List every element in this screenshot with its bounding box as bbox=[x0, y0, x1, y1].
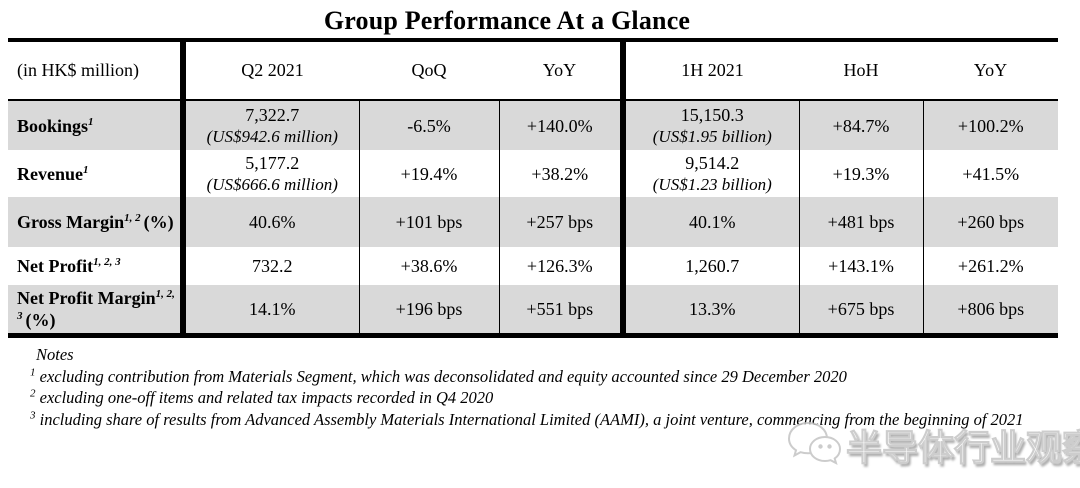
col-header-yoy-q: YoY bbox=[499, 38, 626, 101]
table-cell: 9,514.2 (US$1.23 billion) bbox=[623, 150, 800, 197]
note-3: 3 including share of results from Advanc… bbox=[30, 409, 1038, 431]
row-label-net-profit-margin: Net Profit Margin1, 2, 3 (%) bbox=[8, 285, 186, 338]
table-row-net-profit-margin: Net Profit Margin1, 2, 3 (%) 14.1% +196 b… bbox=[8, 285, 1058, 338]
table-cell: +101 bps bbox=[359, 197, 500, 247]
table-cell: +257 bps bbox=[499, 197, 626, 247]
notes-section: Notes 1 excluding contribution from Mate… bbox=[30, 344, 1038, 430]
row-label-bookings: Bookings1 bbox=[8, 100, 186, 150]
table-cell: +551 bps bbox=[499, 285, 626, 338]
table-cell: +19.3% bbox=[799, 150, 924, 197]
table-cell: +38.2% bbox=[499, 150, 626, 197]
table-cell: 7,322.7 (US$942.6 million) bbox=[183, 100, 360, 150]
table-cell: 732.2 bbox=[183, 247, 360, 285]
table-cell: +260 bps bbox=[957, 212, 1025, 232]
page-title: Group Performance At a Glance bbox=[323, 6, 691, 35]
table-cell: +196 bps bbox=[359, 285, 500, 338]
footnote-ref: 1 bbox=[83, 163, 89, 176]
unit-label: (in HK$ million) bbox=[8, 38, 186, 101]
table-row-revenue: Revenue1 5,177.2 (US$666.6 million) +19.4… bbox=[8, 150, 1058, 197]
note-text: excluding contribution from Materials Se… bbox=[39, 366, 847, 386]
table-cell: 14.1% bbox=[183, 285, 360, 338]
table-row-bookings: Bookings1 7,322.7 (US$942.6 million) -6.5… bbox=[8, 100, 1058, 150]
table-cell: 1,260.7 bbox=[623, 247, 800, 285]
footnote-ref: 1 bbox=[88, 115, 94, 128]
table-cell: +41.5% bbox=[962, 163, 1020, 184]
table-cell: 5,177.2 (US$666.6 million) bbox=[183, 150, 360, 197]
note-1: 1 excluding contribution from Materials … bbox=[30, 366, 1038, 388]
table-cell: -6.5% bbox=[359, 100, 500, 150]
table-cell: +84.7% bbox=[799, 100, 924, 150]
col-header-qoq: QoQ bbox=[359, 38, 499, 101]
table-cell: +481 bps bbox=[799, 197, 924, 247]
table-cell: +126.3% bbox=[499, 247, 626, 285]
table-cell: +143.1% bbox=[799, 247, 924, 285]
footnote-ref: 1, 2, 3 bbox=[17, 288, 175, 322]
table-cell: +261.2% bbox=[957, 256, 1024, 276]
table-cell: +19.4% bbox=[359, 150, 500, 197]
table-cell: +140.0% bbox=[499, 100, 626, 150]
footnote-ref: 1, 2 bbox=[124, 212, 141, 224]
row-label-gross-margin: Gross Margin1, 2 (%) bbox=[8, 197, 186, 247]
col-header-1h-2021: 1H 2021 bbox=[623, 38, 799, 101]
footnote-ref: 1, 2, 3 bbox=[93, 256, 121, 268]
table-cell: 40.6% bbox=[183, 197, 360, 247]
col-header-yoy-h: YoY bbox=[923, 38, 1058, 101]
footnote-marker: 3 bbox=[30, 409, 36, 421]
performance-table: (in HK$ million) Q2 2021 QoQ YoY 1H 2021… bbox=[8, 38, 1058, 338]
table-row-net-profit: Net Profit1, 2, 3 732.2 +38.6% +126.3% 1… bbox=[8, 247, 1058, 285]
notes-heading: Notes bbox=[36, 345, 74, 364]
col-header-hoh: HoH bbox=[799, 38, 923, 101]
row-label-revenue: Revenue1 bbox=[8, 150, 186, 197]
col-header-q2-2021: Q2 2021 bbox=[183, 38, 359, 101]
footnote-marker: 1 bbox=[30, 366, 36, 378]
footnote-marker: 2 bbox=[30, 387, 36, 400]
note-text: including share of results from Advanced… bbox=[39, 409, 1024, 429]
table-cell: +38.6% bbox=[359, 247, 500, 285]
table-cell: 13.3% bbox=[623, 285, 800, 338]
table-cell: +675 bps bbox=[799, 285, 924, 338]
row-label-net-profit: Net Profit1, 2, 3 bbox=[8, 247, 186, 285]
table-cell: +100.2% bbox=[957, 115, 1024, 136]
note-2: 2 excluding one-off items and related ta… bbox=[30, 387, 1038, 409]
table-row-gross-margin: Gross Margin1, 2 (%) 40.6% +101 bps +257 … bbox=[8, 197, 1058, 247]
table-cell: 15,150.3 (US$1.95 billion) bbox=[623, 100, 800, 150]
header-row: (in HK$ million) Q2 2021 QoQ YoY 1H 2021… bbox=[8, 38, 1058, 101]
table-cell: 40.1% bbox=[623, 197, 800, 247]
table-cell: +806 bps bbox=[923, 285, 1058, 338]
note-text: excluding one-off items and related tax … bbox=[39, 388, 494, 407]
